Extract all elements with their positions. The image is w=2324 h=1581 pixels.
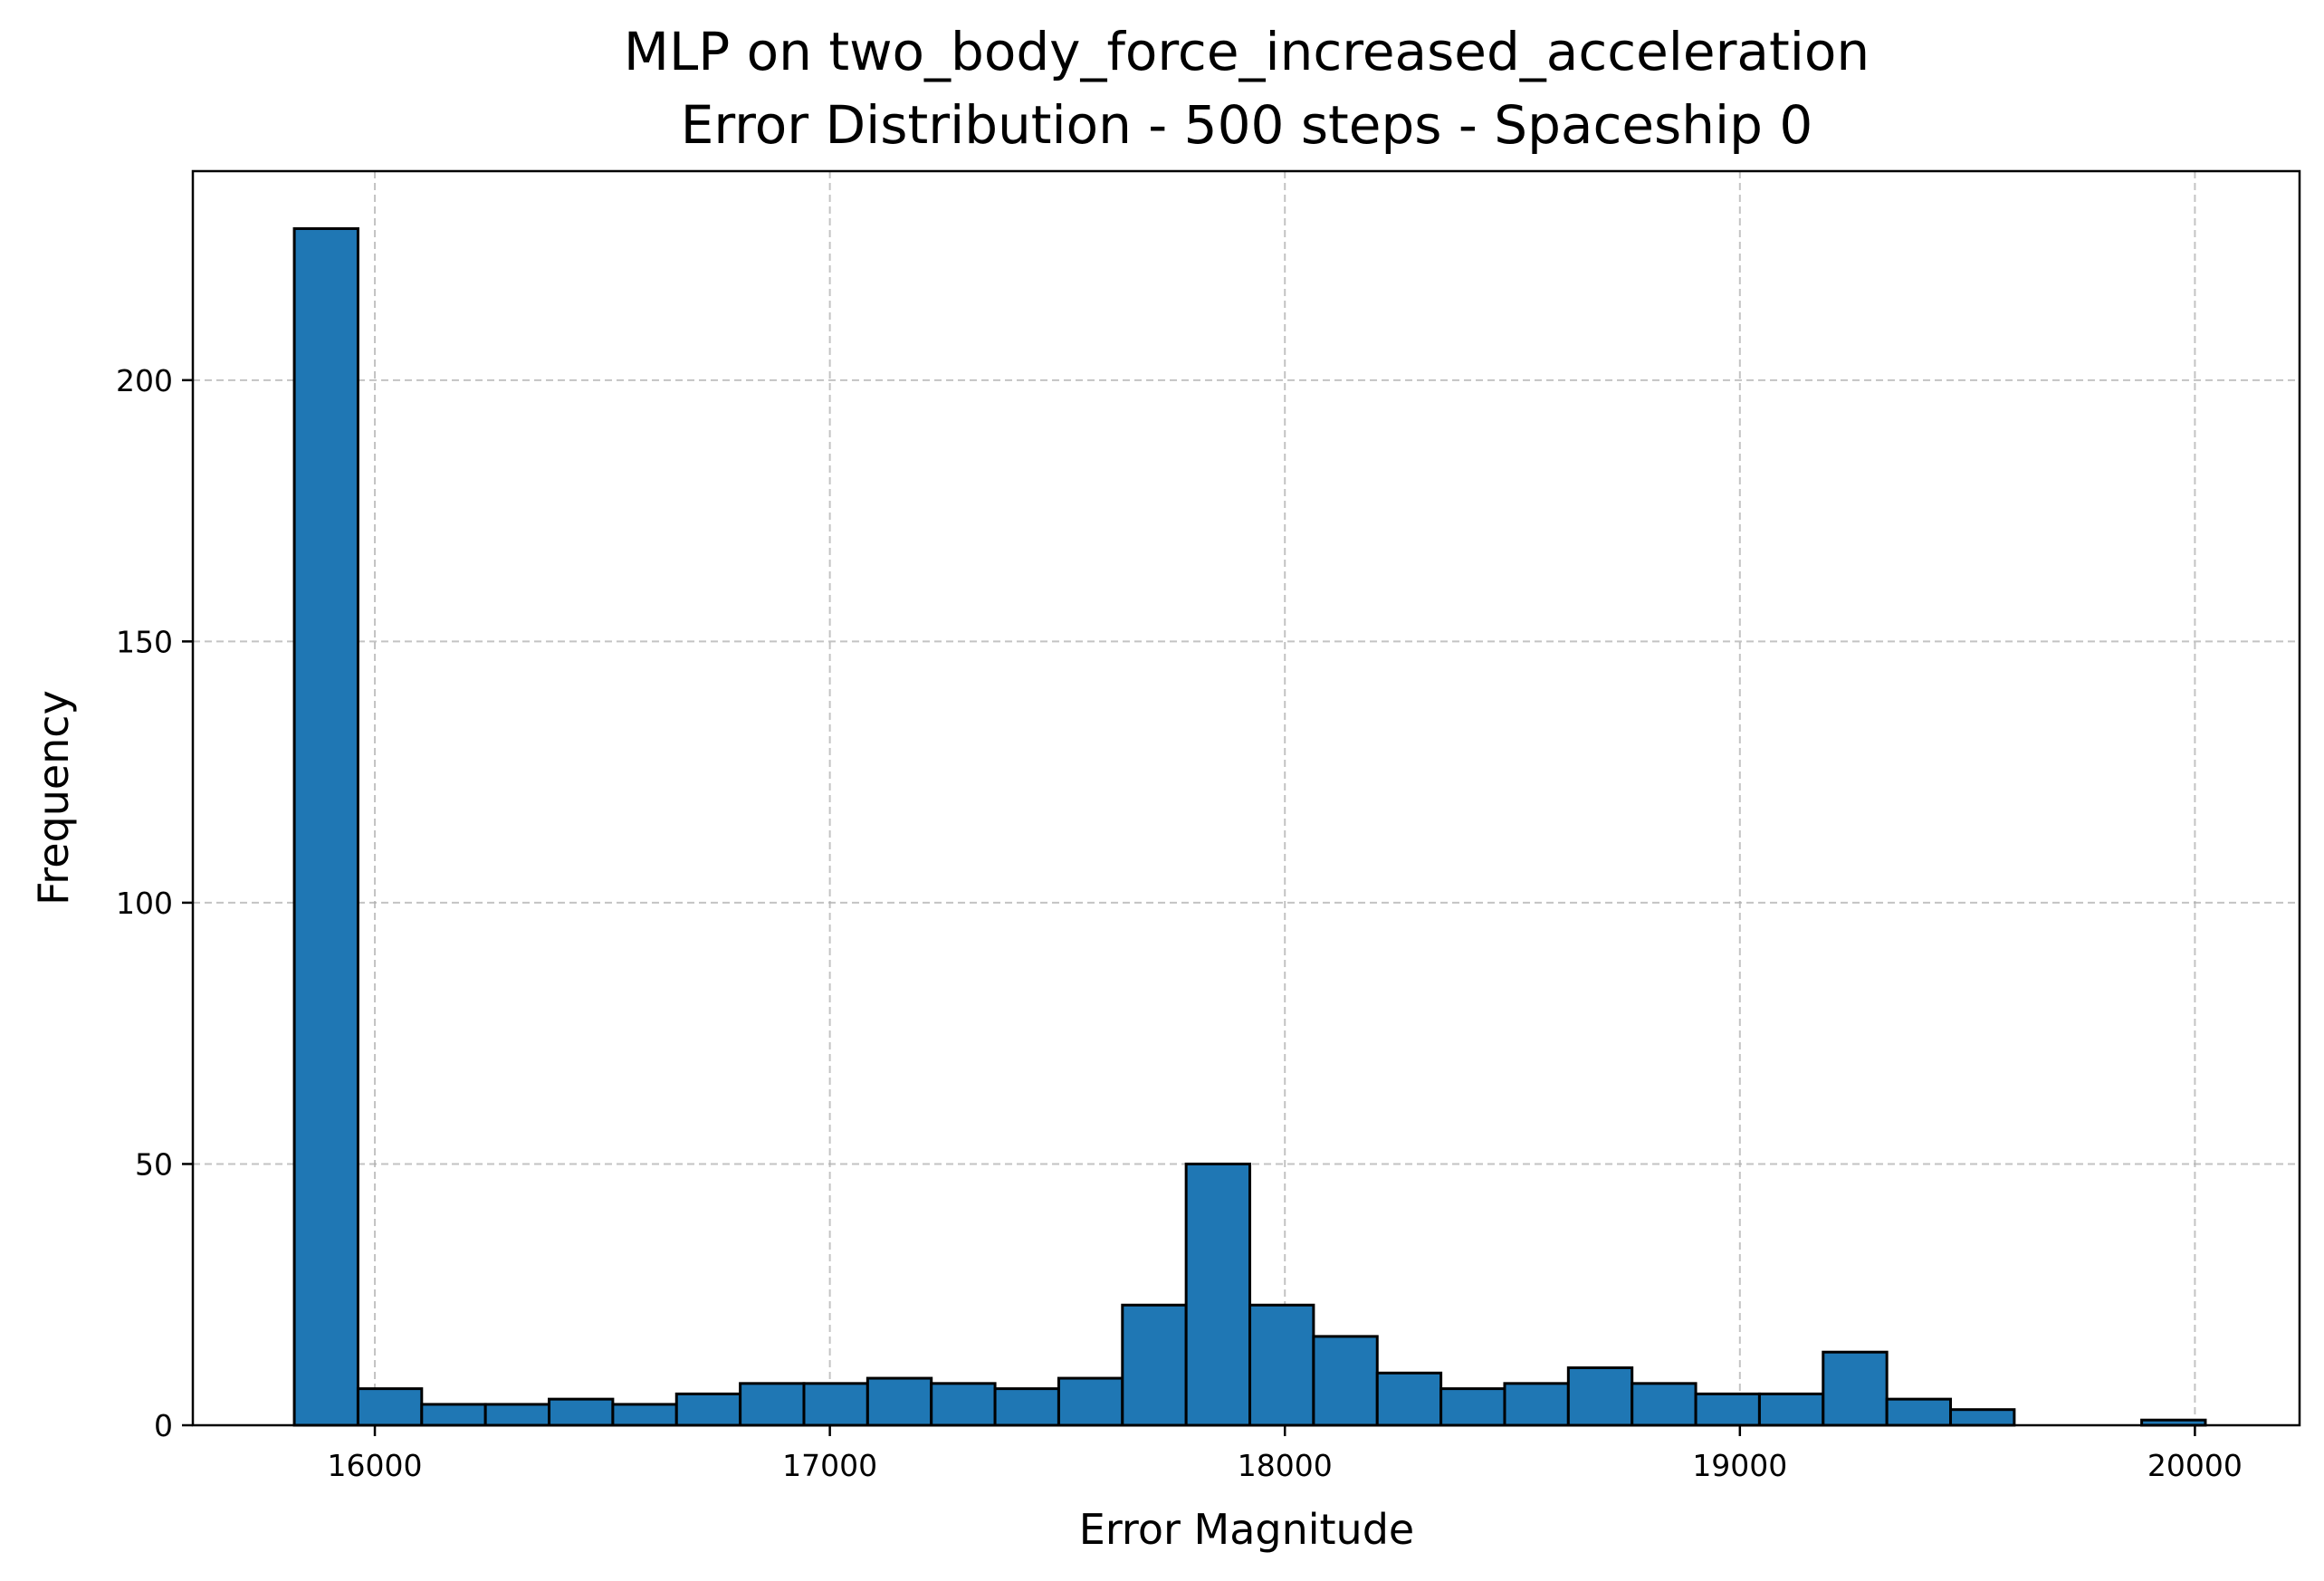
histogram-bar xyxy=(1566,1366,1634,1427)
histogram-bar xyxy=(802,1382,869,1427)
y-tick-label: 150 xyxy=(116,624,173,659)
x-axis-ticks: 16000 17000 18000 19000 20000 xyxy=(328,1425,2243,1483)
histogram-bar xyxy=(993,1387,1060,1427)
chart-title-line-1: MLP on two_body_force_increased_accelera… xyxy=(624,21,1870,82)
histogram-bar xyxy=(1439,1387,1506,1427)
histogram-bar xyxy=(1503,1382,1570,1427)
histogram-bar xyxy=(1248,1303,1315,1427)
y-tick-label: 200 xyxy=(116,363,173,398)
histogram-bar xyxy=(1885,1397,1953,1427)
histogram-bar xyxy=(1949,1408,2016,1427)
histogram-bar xyxy=(674,1392,742,1427)
x-tick-label: 18000 xyxy=(1238,1448,1333,1483)
histogram-bar xyxy=(420,1403,487,1427)
x-tick-label: 16000 xyxy=(328,1448,423,1483)
histogram-bar xyxy=(1057,1376,1124,1427)
y-axis-ticks: 0 50 100 150 200 xyxy=(116,363,193,1443)
histogram-bars xyxy=(292,226,2207,1427)
histogram-bar xyxy=(356,1387,424,1427)
y-tick-label: 50 xyxy=(135,1146,173,1182)
histogram-bar xyxy=(483,1403,551,1427)
histogram-bar xyxy=(1694,1392,1761,1427)
histogram-bar xyxy=(1184,1162,1252,1427)
x-tick-label: 20000 xyxy=(2147,1448,2243,1483)
histogram-bar xyxy=(548,1397,615,1427)
histogram-bar xyxy=(611,1403,678,1427)
histogram-bar xyxy=(1822,1350,1889,1427)
histogram-bar xyxy=(1121,1303,1188,1427)
histogram-bar xyxy=(1312,1335,1379,1427)
y-axis-label: Frequency xyxy=(29,690,78,905)
x-tick-label: 19000 xyxy=(1692,1448,1787,1483)
histogram-bar xyxy=(930,1382,997,1427)
y-tick-label: 100 xyxy=(116,886,173,921)
histogram-bar xyxy=(1757,1392,1825,1427)
histogram-bar xyxy=(866,1376,933,1427)
histogram-bar xyxy=(1375,1371,1443,1427)
histogram-bar xyxy=(1631,1382,1698,1427)
x-axis-label: Error Magnitude xyxy=(1079,1505,1414,1554)
chart-title-line-2: Error Distribution - 500 steps - Spacesh… xyxy=(681,94,1813,156)
plot-area-frame xyxy=(191,169,2301,1427)
x-tick-label: 17000 xyxy=(782,1448,877,1483)
histogram-bar xyxy=(292,226,359,1427)
histogram-bar xyxy=(739,1382,806,1427)
y-tick-label: 0 xyxy=(154,1408,173,1443)
